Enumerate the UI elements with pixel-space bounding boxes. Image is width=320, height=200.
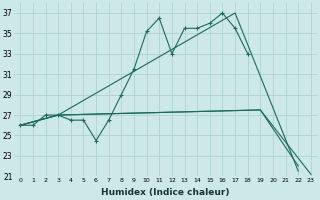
X-axis label: Humidex (Indice chaleur): Humidex (Indice chaleur) <box>101 188 230 197</box>
